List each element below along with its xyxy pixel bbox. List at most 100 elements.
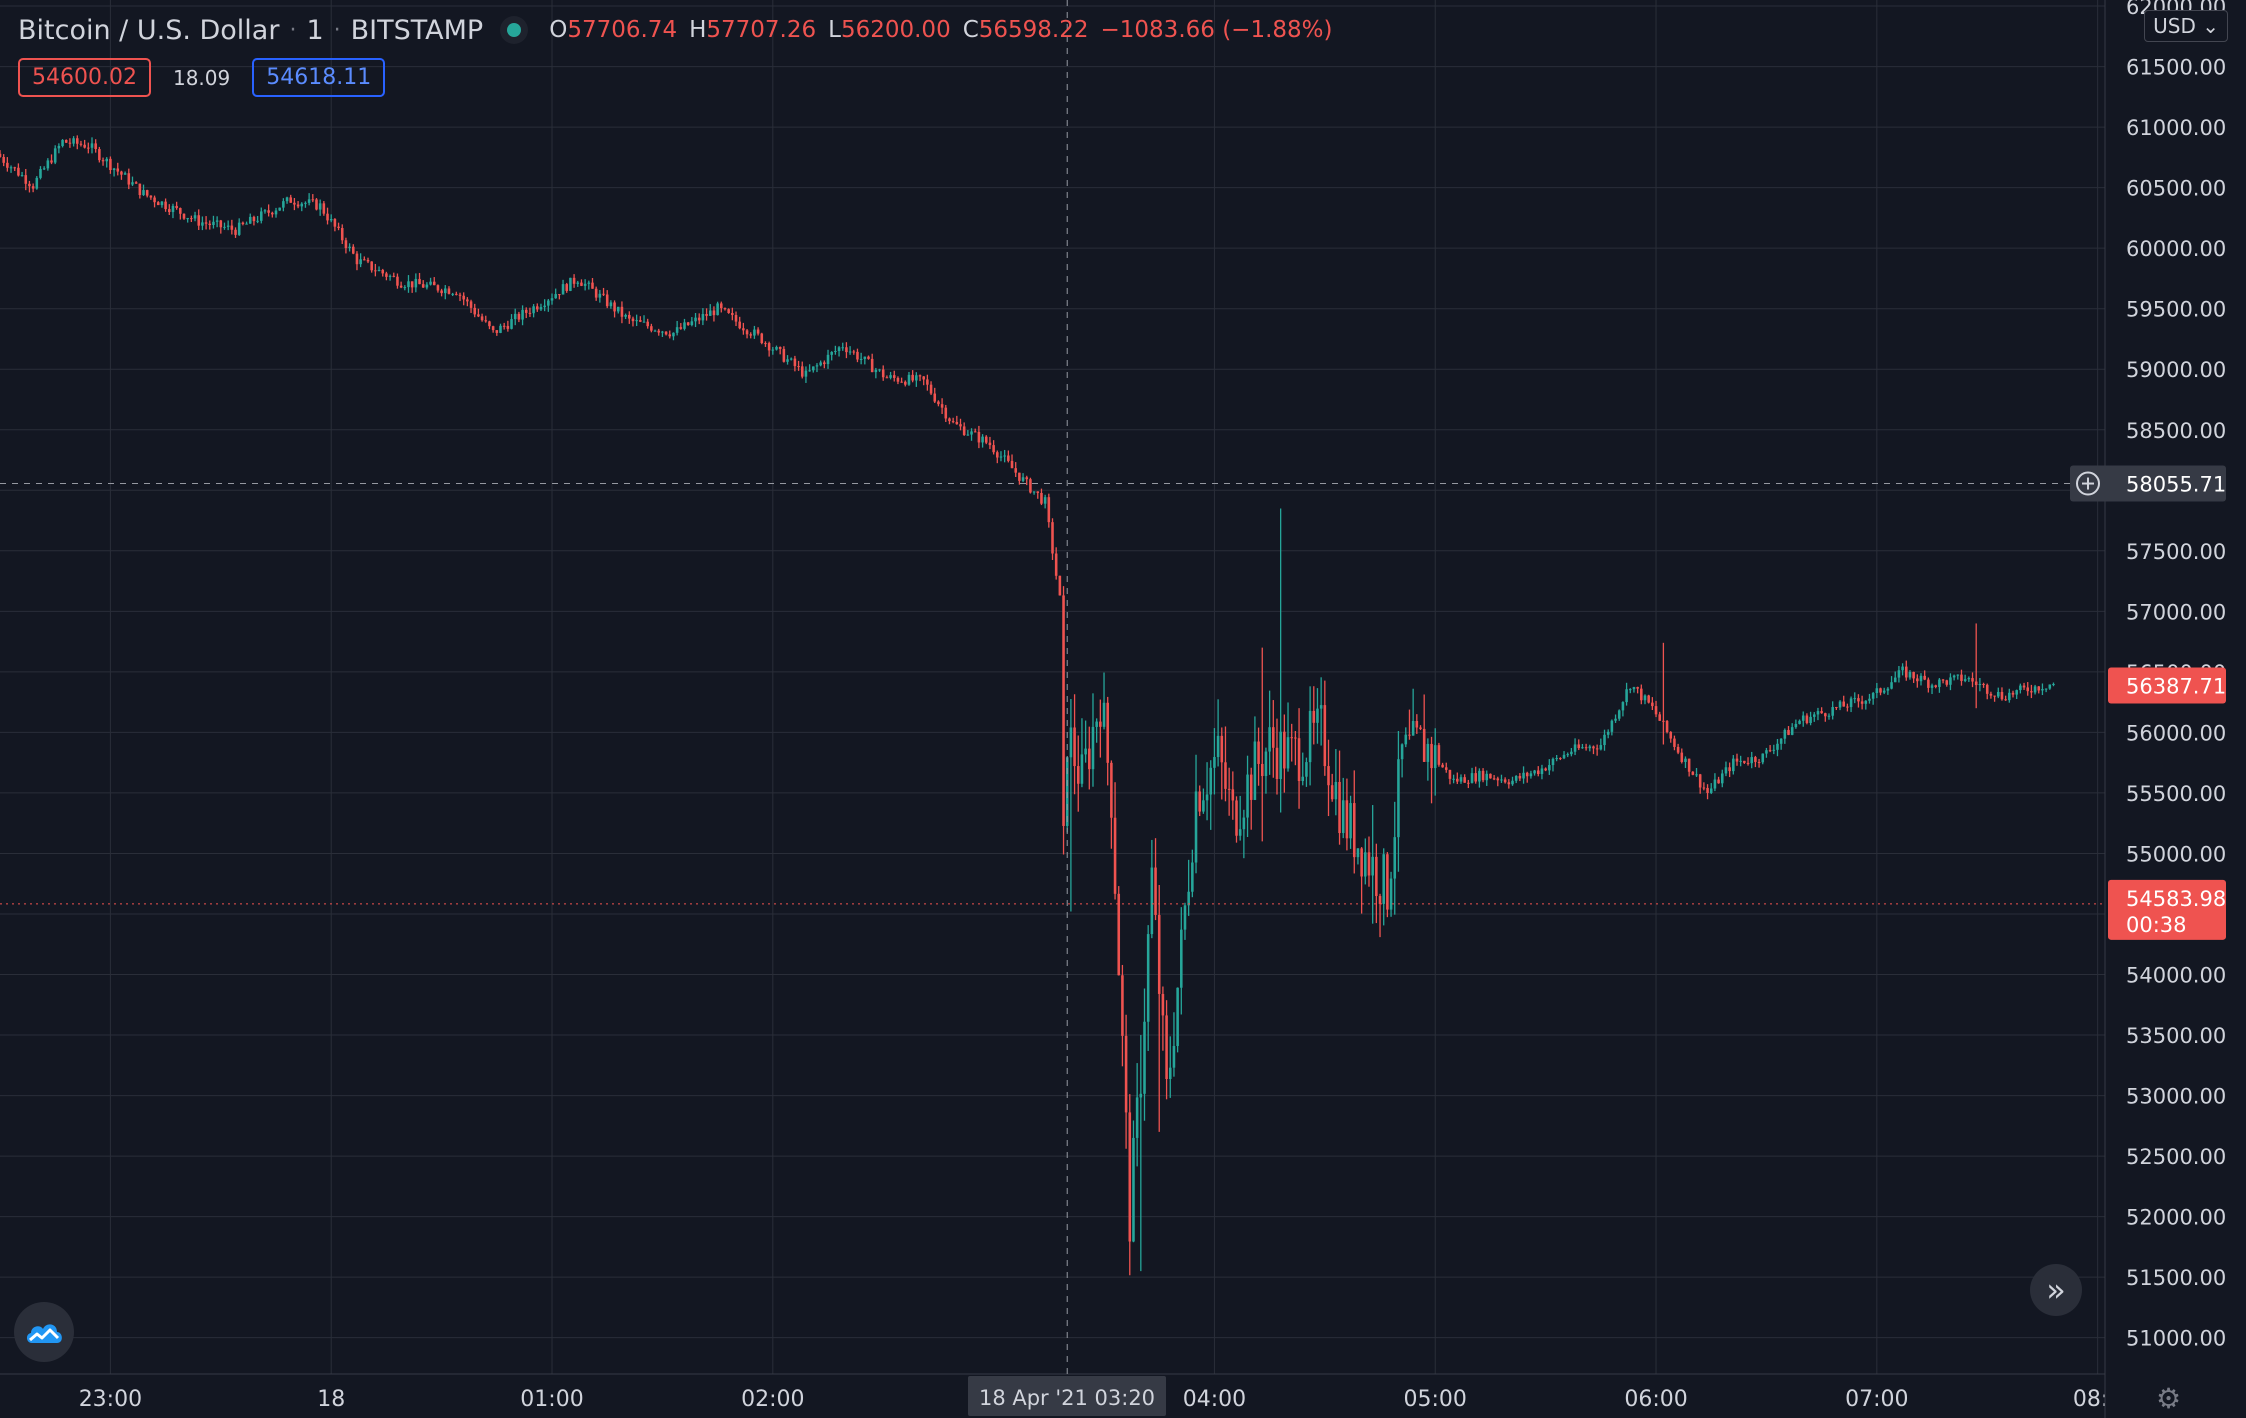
candle-body <box>61 139 64 146</box>
candle-body <box>613 302 616 312</box>
candle-body <box>1459 777 1463 782</box>
currency-select[interactable]: USD ⌄ <box>2144 10 2228 42</box>
candle-body <box>1474 773 1477 782</box>
candle-body <box>329 218 333 221</box>
candle-body <box>282 201 285 208</box>
candle-body <box>1216 735 1220 758</box>
candle-body <box>1927 679 1930 688</box>
symbol-name[interactable]: Bitcoin / U.S. Dollar <box>18 14 280 46</box>
candle-body <box>992 445 995 453</box>
candle-body <box>1518 775 1522 779</box>
candle-body <box>1662 720 1665 722</box>
candle-body <box>1551 758 1555 766</box>
price-tick-label: 51000.00 <box>2126 1327 2226 1351</box>
candle-body <box>1916 678 1919 682</box>
candle-body <box>278 207 281 211</box>
candle-body <box>488 321 491 327</box>
candle-body <box>1963 679 1967 681</box>
candle-body <box>396 276 399 286</box>
candle-body <box>1761 753 1765 763</box>
candle-body <box>1444 767 1448 770</box>
candle-body <box>2041 689 2044 691</box>
gear-icon[interactable]: ⚙ <box>2156 1382 2182 1415</box>
price-tick-label: 57000.00 <box>2126 600 2226 624</box>
candle-body <box>1180 929 1183 988</box>
cloud-shape <box>26 1324 62 1343</box>
candle-body <box>778 346 782 349</box>
candle-body <box>1069 727 1073 758</box>
candle-body <box>712 310 716 316</box>
candle-body <box>440 290 443 294</box>
candle-body <box>392 275 396 277</box>
buy-button[interactable]: 54618.11 <box>252 58 386 97</box>
candle-body <box>1625 689 1628 703</box>
candle-body <box>1739 760 1742 762</box>
candle-body <box>635 320 638 322</box>
candle-body <box>1890 682 1893 689</box>
candle-body <box>1275 747 1279 780</box>
candle-body <box>1952 675 1956 678</box>
candle-body <box>1312 710 1316 723</box>
candle-body <box>686 322 690 326</box>
candle-body <box>1993 695 1996 697</box>
candle-body <box>374 270 377 272</box>
candle-body <box>1492 778 1496 780</box>
candle-body <box>922 376 925 380</box>
market-status-icon[interactable] <box>507 23 522 37</box>
candle-body <box>959 424 962 427</box>
candle-body <box>1603 734 1606 746</box>
tradingview-cloud-icon[interactable] <box>14 1302 74 1362</box>
candle-body <box>340 228 344 241</box>
candle-body <box>539 307 543 310</box>
candle-body <box>1198 791 1201 812</box>
candle-body <box>1617 710 1621 719</box>
candle-body <box>587 282 591 284</box>
candle-body <box>226 225 230 227</box>
candle-body <box>830 352 833 355</box>
candle-body <box>24 175 28 184</box>
candle-body <box>1816 711 1820 715</box>
open-value: 57706.74 <box>567 17 678 43</box>
candle-body <box>480 316 484 321</box>
high-value: 57707.26 <box>706 17 817 43</box>
candle-body <box>223 226 226 228</box>
candle-body <box>348 246 351 249</box>
candle-body <box>881 369 885 378</box>
candle-body <box>1673 738 1676 747</box>
candle-body <box>1371 856 1374 876</box>
candle-body <box>1043 497 1047 504</box>
candle-body <box>83 144 86 148</box>
candle-body <box>1408 734 1411 736</box>
candle-body <box>1996 691 2000 697</box>
price-tick-label: 54000.00 <box>2126 964 2226 988</box>
candle-body <box>1202 800 1205 812</box>
candle-body <box>926 379 929 385</box>
candle-body <box>112 168 116 171</box>
sell-button[interactable]: 54600.02 <box>18 58 151 97</box>
candle-body <box>1897 670 1901 678</box>
candle-body <box>1750 757 1754 764</box>
candle-body <box>256 220 259 222</box>
candle-body <box>1507 782 1511 785</box>
candle-body <box>1330 785 1334 800</box>
candle-body <box>1835 707 1838 709</box>
candle-body <box>1496 778 1500 781</box>
current-price-label: 54583.98 <box>2126 887 2226 911</box>
candle-body <box>996 452 999 458</box>
candle-body <box>859 358 863 360</box>
candle-body <box>690 321 694 326</box>
chart-grid <box>0 0 2105 1374</box>
separator: · <box>333 17 341 43</box>
candle-body <box>1949 677 1952 685</box>
separator: · <box>289 17 297 43</box>
interval-label[interactable]: 1 <box>306 14 324 46</box>
candle-body <box>64 139 68 143</box>
candle-body <box>499 325 502 333</box>
candle-body <box>1790 727 1794 735</box>
double-chevron-right-icon[interactable]: » <box>2030 1264 2082 1316</box>
candle-body <box>800 366 804 377</box>
candle-body <box>1860 701 1864 704</box>
candle-body <box>377 269 381 272</box>
candle-body <box>841 347 845 349</box>
